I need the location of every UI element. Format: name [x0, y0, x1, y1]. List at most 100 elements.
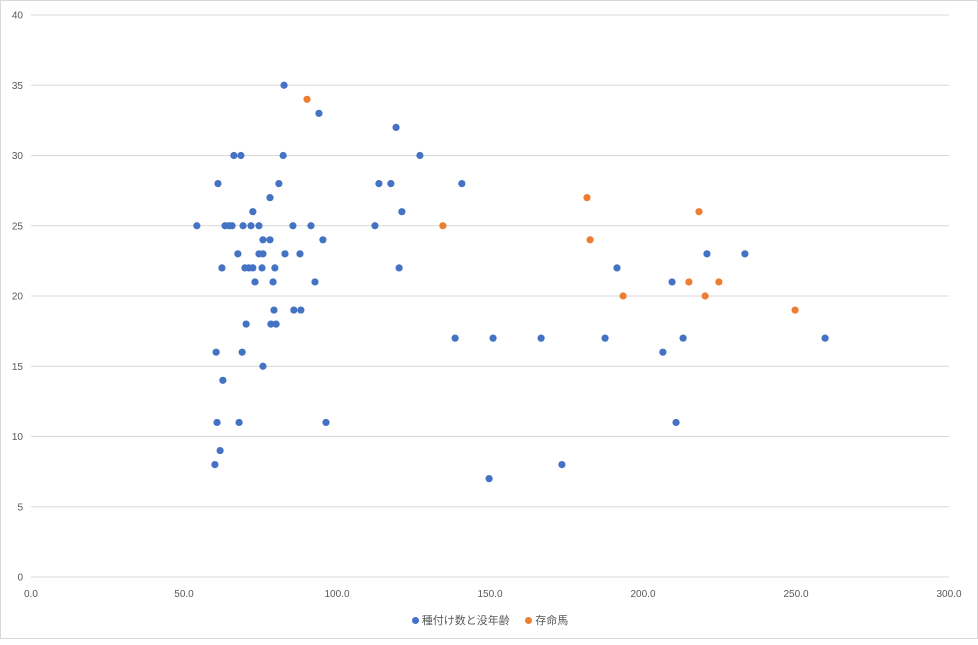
data-point-series-0: [416, 151, 424, 160]
legend-item-series-1[interactable]: 存命馬: [525, 612, 568, 628]
data-point-series-0: [392, 123, 400, 131]
data-point-series-0: [319, 236, 327, 244]
data-point-series-0: [249, 208, 257, 216]
data-point-series-0: [741, 250, 749, 258]
data-point-series-0: [387, 180, 395, 188]
data-point-series-0: [458, 180, 466, 188]
y-tick-label: 0: [17, 573, 23, 584]
data-point-series-0: [679, 334, 687, 342]
data-point-series-0: [266, 194, 274, 202]
data-point-series-0: [290, 306, 298, 314]
x-tick-label: 250.0: [783, 589, 808, 600]
data-point-series-0: [237, 151, 245, 160]
data-point-series-0: [216, 446, 224, 455]
y-tick-label: 20: [12, 292, 24, 303]
data-point-series-0: [489, 334, 497, 342]
data-point-series-0: [249, 264, 257, 272]
y-tick-label: 30: [12, 151, 24, 162]
data-point-series-0: [255, 222, 263, 230]
data-point-series-1: [619, 292, 627, 300]
data-point-series-0: [375, 180, 383, 188]
data-point-series-0: [266, 236, 274, 244]
data-point-series-0: [821, 334, 829, 342]
data-point-series-0: [395, 264, 403, 272]
data-point-series-0: [269, 278, 277, 286]
data-point-series-0: [398, 208, 406, 216]
data-point-series-0: [668, 278, 676, 286]
data-point-series-0: [267, 320, 275, 328]
legend-marker-series-1: [525, 616, 533, 624]
data-point-series-0: [270, 306, 278, 314]
legend-item-series-0[interactable]: 種付け数と没年齢: [411, 612, 510, 628]
data-point-series-0: [537, 334, 545, 342]
data-point-series-0: [247, 222, 255, 230]
data-point-series-1: [715, 278, 723, 286]
x-tick-label: 300.0: [936, 589, 961, 600]
data-point-series-0: [485, 475, 493, 483]
y-tick-label: 10: [12, 432, 24, 443]
data-point-series-0: [212, 348, 220, 356]
data-point-series-0: [315, 109, 323, 117]
data-point-series-0: [289, 222, 297, 230]
data-point-series-0: [601, 334, 609, 342]
data-point-series-0: [259, 236, 267, 244]
data-point-series-0: [451, 334, 459, 342]
data-point-series-0: [272, 320, 280, 328]
x-tick-label: 200.0: [630, 589, 655, 600]
data-point-series-0: [213, 418, 221, 427]
x-tick-label: 150.0: [477, 589, 502, 600]
y-tick-label: 5: [17, 502, 23, 513]
data-point-series-0: [235, 418, 243, 427]
data-point-series-1: [791, 306, 799, 314]
data-point-series-0: [672, 418, 680, 427]
data-point-series-0: [258, 264, 266, 272]
data-point-series-0: [371, 222, 379, 230]
data-point-series-0: [558, 461, 566, 469]
data-point-series-0: [234, 250, 242, 258]
data-point-series-0: [322, 418, 330, 427]
data-point-series-0: [703, 250, 711, 258]
data-point-series-1: [695, 208, 703, 216]
data-point-series-0: [251, 278, 259, 286]
data-point-series-0: [613, 264, 621, 272]
data-point-series-0: [659, 348, 667, 356]
data-point-series-0: [219, 376, 227, 384]
data-point-series-0: [275, 180, 283, 188]
legend: 種付け数と没年齢 存命馬: [1, 612, 978, 628]
legend-label-series-0: 種付け数と没年齢: [421, 614, 510, 627]
data-point-series-0: [271, 264, 279, 272]
legend-marker-series-0: [411, 616, 419, 624]
data-point-series-0: [259, 362, 267, 370]
data-point-series-1: [439, 222, 447, 230]
y-tick-label: 35: [12, 81, 24, 92]
data-point-series-0: [228, 222, 236, 230]
data-point-series-0: [297, 306, 305, 314]
data-point-series-0: [238, 348, 246, 356]
data-point-series-0: [311, 278, 319, 286]
data-point-series-0: [218, 264, 226, 272]
data-point-series-1: [701, 292, 709, 300]
data-point-series-1: [583, 194, 591, 202]
data-point-series-0: [307, 222, 315, 230]
data-point-series-0: [279, 151, 287, 160]
data-point-series-1: [303, 95, 311, 103]
data-point-series-0: [280, 81, 288, 89]
y-tick-label: 25: [12, 221, 24, 232]
data-point-series-0: [211, 461, 219, 469]
x-tick-label: 50.0: [174, 589, 194, 600]
data-point-series-0: [214, 180, 222, 188]
x-tick-label: 0.0: [24, 589, 38, 600]
x-tick-label: 100.0: [324, 589, 349, 600]
data-point-series-0: [296, 250, 304, 258]
y-tick-label: 15: [12, 362, 24, 373]
data-point-series-0: [242, 320, 250, 328]
data-point-series-0: [259, 250, 267, 258]
data-point-series-1: [586, 236, 594, 244]
data-point-series-0: [281, 250, 289, 258]
data-point-series-1: [685, 278, 693, 286]
data-point-series-0: [239, 222, 247, 230]
data-point-series-0: [230, 151, 238, 160]
data-point-series-0: [193, 222, 201, 230]
